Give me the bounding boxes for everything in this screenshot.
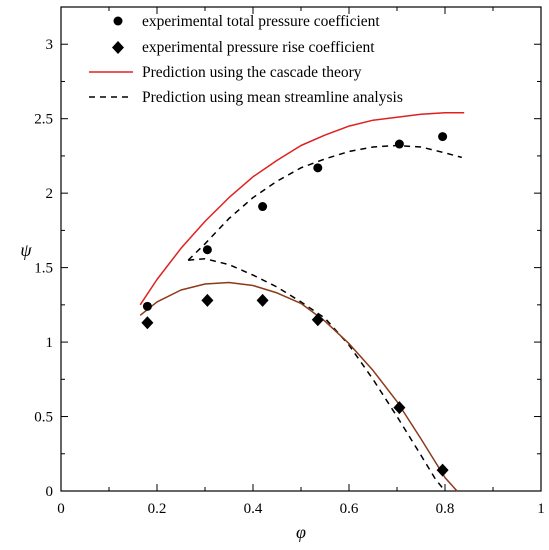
legend-label-pressure-rise: experimental pressure rise coefficient <box>142 39 375 56</box>
data-point-diamond <box>436 463 449 477</box>
data-point-diamond <box>311 313 324 327</box>
y-tick-label: 1.5 <box>34 261 53 277</box>
series-lines <box>139 111 465 492</box>
x-tick-label: 0.6 <box>340 501 359 517</box>
series-line-2 <box>139 111 465 306</box>
legend: experimental total pressure coefficient … <box>89 13 403 106</box>
y-tick-label: 2 <box>46 186 54 202</box>
x-tick-label: 0.8 <box>436 501 455 517</box>
data-point-diamond <box>201 293 214 307</box>
legend-marker-circle <box>113 16 123 26</box>
legend-entry-pressure-rise: experimental pressure rise coefficient <box>112 39 375 56</box>
data-point-circle <box>258 202 268 212</box>
x-axis-ticks: 0 0.2 0.4 0.6 0.8 1 <box>57 7 545 517</box>
data-point-circle <box>438 132 448 142</box>
legend-entry-total-pressure: experimental total pressure coefficient <box>113 13 380 30</box>
legend-label-cascade: Prediction using the cascade theory <box>142 64 362 81</box>
x-tick-label: 0.4 <box>244 501 263 517</box>
y-tick-label: 0 <box>46 484 54 500</box>
legend-entry-cascade: Prediction using the cascade theory <box>89 64 362 81</box>
legend-marker-diamond <box>112 41 124 54</box>
legend-label-total-pressure: experimental total pressure coefficient <box>142 13 380 30</box>
x-tick-label: 0.2 <box>148 501 167 517</box>
data-point-circle <box>394 139 404 149</box>
y-tick-label: 0.5 <box>34 410 53 426</box>
y-tick-label: 2.5 <box>34 112 53 128</box>
data-point-diamond <box>256 293 269 307</box>
data-point-circle <box>313 163 323 173</box>
legend-entry-mean-streamline: Prediction using mean streamline analysi… <box>89 89 403 106</box>
y-axis-ticks: 0 0.5 1 1.5 2 2.5 3 <box>34 6 541 500</box>
x-tick-label: 1 <box>537 501 545 517</box>
y-axis-label: ψ <box>20 240 32 260</box>
series-line-4 <box>188 257 446 492</box>
series-line-3 <box>187 144 462 261</box>
y-tick-label: 3 <box>46 37 54 53</box>
y-tick-label: 1 <box>46 335 54 351</box>
legend-label-mean-streamline: Prediction using mean streamline analysi… <box>142 89 403 106</box>
series-markers <box>141 132 449 477</box>
data-point-circle <box>142 301 152 311</box>
data-point-circle <box>202 245 212 255</box>
series-line-5 <box>139 281 458 492</box>
x-axis-label: φ <box>296 522 306 542</box>
data-point-diamond <box>393 401 406 415</box>
x-tick-label: 0 <box>57 501 65 517</box>
data-point-diamond <box>141 316 154 330</box>
